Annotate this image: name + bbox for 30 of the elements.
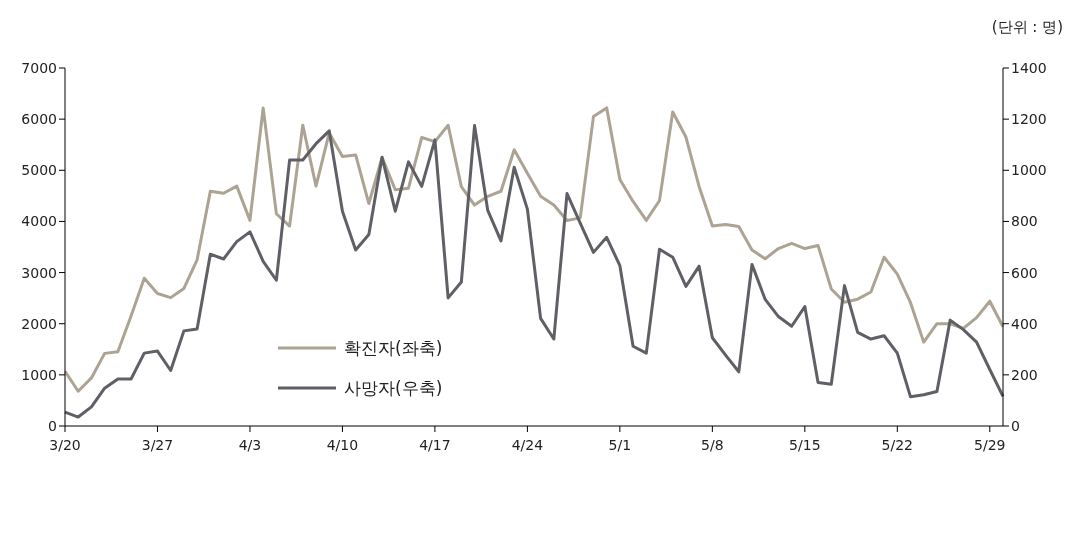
text: (단위 : 명) <box>991 18 1063 37</box>
x-tick-label: 5/22 <box>881 437 914 453</box>
x-tick-label: 4/3 <box>238 437 262 453</box>
x-tick-label: 3/20 <box>49 437 81 453</box>
y-tick-label: 6000 <box>21 111 57 128</box>
y-tick-label: 3000 <box>21 264 57 281</box>
y2-tick-label: 800 <box>1011 213 1038 230</box>
y-tick-label: 4000 <box>21 213 57 230</box>
x-tick-label: 5/8 <box>701 437 724 453</box>
y-tick-label: 2000 <box>21 315 57 332</box>
y-tick-label: 1000 <box>21 366 57 383</box>
x-tick-label: 4/24 <box>511 437 544 453</box>
y-tick-label: 0 <box>48 417 57 434</box>
x-tick-label: 5/1 <box>608 437 632 453</box>
y2-tick-label: 200 <box>1011 366 1038 383</box>
y2-tick-label: 1400 <box>1011 59 1047 76</box>
y2-tick-label: 1000 <box>1011 162 1047 179</box>
x-tick-label: 4/17 <box>419 437 451 453</box>
legend-label: 확진자(좌축) <box>344 336 443 360</box>
x-tick-label: 5/15 <box>789 437 821 453</box>
y2-tick-label: 600 <box>1011 264 1038 281</box>
x-tick-label: 3/27 <box>141 437 174 453</box>
y2-tick-label: 400 <box>1011 315 1038 332</box>
y2-tick-label: 0 <box>1011 417 1020 434</box>
y-tick-label: 5000 <box>21 162 57 179</box>
legend-label: 사망자(우축) <box>344 376 443 400</box>
x-tick-label: 4/10 <box>326 437 359 453</box>
x-tick-label: 5/29 <box>974 437 1006 453</box>
y2-tick-label: 1200 <box>1011 111 1047 128</box>
y-tick-label: 7000 <box>21 59 57 76</box>
